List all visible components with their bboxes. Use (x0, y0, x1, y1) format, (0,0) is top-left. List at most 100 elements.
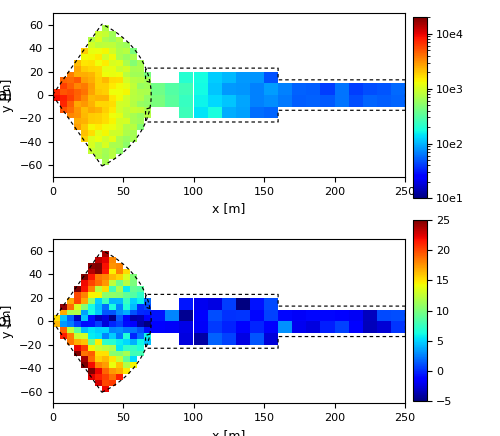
Bar (102, 263, 109, 269)
Bar (116, 275, 123, 280)
Bar (151, 310, 166, 321)
Bar (80, 298, 88, 304)
Bar (116, 298, 123, 304)
Bar (74, 292, 80, 298)
Bar (95, 298, 102, 304)
Bar (123, 42, 130, 48)
Bar (130, 130, 137, 136)
Bar (88, 72, 95, 78)
Bar (278, 321, 292, 333)
Bar (102, 351, 109, 357)
Bar (109, 142, 116, 148)
Bar (88, 107, 95, 112)
Bar (80, 327, 88, 333)
Bar (102, 280, 109, 286)
Bar (95, 37, 102, 42)
Bar (194, 298, 207, 310)
Bar (144, 89, 151, 95)
Bar (109, 136, 116, 142)
Bar (116, 269, 123, 275)
Bar (116, 130, 123, 136)
Bar (320, 321, 334, 333)
Bar (222, 310, 236, 321)
Bar (95, 362, 102, 368)
Bar (109, 298, 116, 304)
Bar (102, 251, 109, 257)
Bar (180, 298, 194, 310)
Bar (123, 89, 130, 95)
Bar (348, 321, 362, 333)
Bar (80, 292, 88, 298)
Bar (116, 362, 123, 368)
Bar (137, 112, 144, 119)
Bar (109, 345, 116, 351)
Bar (95, 72, 102, 78)
X-axis label: x [m]: x [m] (212, 429, 246, 436)
Bar (102, 31, 109, 37)
Bar (144, 321, 151, 327)
Bar (144, 112, 151, 119)
Bar (137, 327, 144, 333)
Bar (116, 327, 123, 333)
Bar (102, 160, 109, 165)
Bar (278, 95, 292, 107)
Bar (137, 124, 144, 130)
Bar (88, 42, 95, 48)
Bar (52, 89, 60, 95)
Bar (137, 351, 144, 357)
Bar (109, 72, 116, 78)
Bar (88, 130, 95, 136)
Bar (109, 60, 116, 66)
Bar (151, 95, 166, 107)
Bar (80, 78, 88, 83)
Bar (116, 101, 123, 107)
Bar (116, 119, 123, 124)
Bar (74, 304, 80, 310)
Bar (109, 339, 116, 345)
Bar (88, 351, 95, 357)
Y-axis label: y [m]: y [m] (0, 78, 14, 112)
Bar (123, 298, 130, 304)
Bar (102, 136, 109, 142)
Bar (95, 339, 102, 345)
Bar (180, 333, 194, 345)
Bar (130, 107, 137, 112)
Bar (116, 72, 123, 78)
Bar (116, 292, 123, 298)
Bar (236, 321, 250, 333)
Bar (137, 316, 144, 321)
Bar (144, 327, 151, 333)
Bar (102, 386, 109, 392)
Bar (123, 269, 130, 275)
Bar (320, 83, 334, 95)
Bar (208, 107, 222, 119)
Bar (88, 304, 95, 310)
Bar (74, 101, 80, 107)
Bar (236, 95, 250, 107)
Bar (123, 286, 130, 292)
Bar (144, 101, 151, 107)
Bar (130, 339, 137, 345)
Bar (95, 153, 102, 160)
Bar (116, 263, 123, 269)
Bar (88, 119, 95, 124)
Bar (109, 269, 116, 275)
Bar (88, 368, 95, 374)
Bar (377, 83, 391, 95)
Bar (130, 351, 137, 357)
Bar (102, 78, 109, 83)
Bar (80, 119, 88, 124)
Bar (95, 275, 102, 280)
Bar (95, 374, 102, 380)
Bar (80, 107, 88, 112)
Bar (102, 60, 109, 66)
Bar (123, 136, 130, 142)
Bar (60, 83, 66, 89)
Bar (123, 345, 130, 351)
Bar (95, 89, 102, 95)
Bar (137, 339, 144, 345)
Bar (137, 310, 144, 316)
Bar (95, 327, 102, 333)
Bar (102, 48, 109, 54)
Bar (137, 95, 144, 101)
